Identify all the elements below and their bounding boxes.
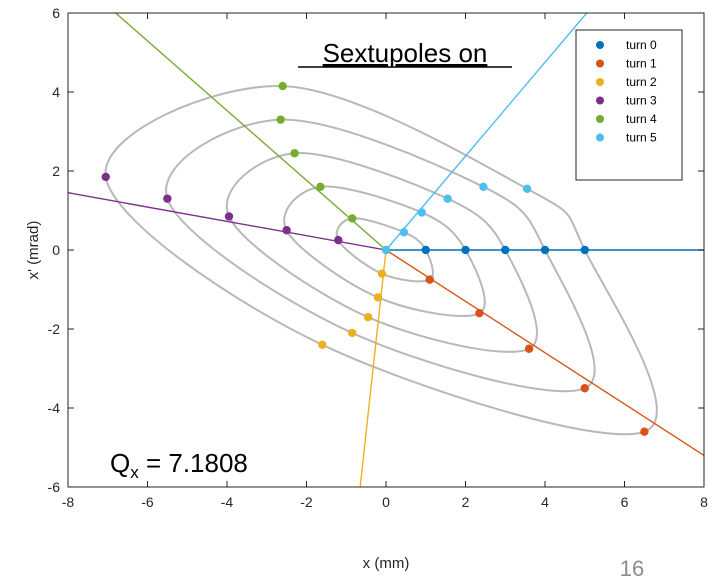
sextupoles-annotation: Sextupoles on — [323, 38, 488, 68]
turn-4-point-5 — [278, 81, 287, 91]
turn-0-point-1 — [421, 245, 430, 255]
legend-marker-turn-1 — [596, 59, 604, 68]
x-tick-label--6: -6 — [141, 494, 154, 510]
origin-point — [381, 245, 391, 255]
turn-1-point-1 — [425, 275, 434, 284]
turn-5-point-4 — [479, 182, 488, 191]
y-axis-label: x' (mrad) — [25, 221, 42, 280]
turn-3-point-4 — [163, 194, 172, 203]
tune-value: = 7.1808 — [139, 448, 248, 478]
y-tick-label--2: -2 — [48, 321, 61, 337]
y-tick-label-2: 2 — [52, 163, 60, 179]
turn-0-point-3 — [501, 245, 510, 255]
legend-label-turn-1: turn 1 — [626, 57, 657, 71]
turn-4-line — [115, 13, 387, 251]
legend-marker-turn-4 — [596, 115, 604, 123]
x-tick-label--4: -4 — [221, 494, 234, 510]
x-tick-label--8: -8 — [62, 494, 75, 510]
legend-label-turn-4: turn 4 — [626, 112, 657, 126]
turn-0-point-5 — [580, 245, 589, 255]
legend-marker-turn-5 — [596, 133, 604, 142]
turn-3-point-2 — [282, 226, 291, 235]
turn-5-point-1 — [399, 228, 409, 237]
turn-4-point-2 — [316, 182, 325, 191]
turn-3-point-5 — [101, 172, 110, 182]
turn-4-point-4 — [276, 115, 285, 124]
x-tick-label-4: 4 — [541, 494, 549, 510]
turn-3-line — [68, 192, 387, 251]
slide-page-number: 16 — [620, 556, 644, 578]
turn-5-point-2 — [417, 208, 426, 217]
turn-5-point-3 — [443, 194, 452, 203]
turn-3-point-1 — [334, 235, 343, 245]
turn-0-point-2 — [461, 245, 470, 255]
legend: turn 0 turn 1 turn 2 turn 3 turn 4 turn 5 — [575, 29, 683, 181]
turn-2-point-2 — [373, 293, 383, 302]
turn-2-point-5 — [318, 340, 327, 349]
x-tick-label-6: 6 — [621, 494, 629, 510]
y-tick-label-0: 0 — [52, 242, 60, 258]
legend-label-turn-0: turn 0 — [626, 38, 657, 52]
turn-0-point-4 — [540, 245, 550, 255]
turn-2-point-1 — [377, 269, 387, 278]
legend-box — [575, 29, 683, 181]
x-axis-label: x (mm) — [363, 555, 410, 572]
legend-marker-turn-0 — [596, 41, 604, 49]
turn-points-group — [101, 81, 649, 436]
legend-marker-turn-2 — [596, 78, 604, 86]
x-tick-label-0: 0 — [382, 494, 390, 510]
turn-1-point-2 — [475, 309, 484, 318]
tune-annotation: Qx = 7.1808 — [110, 448, 248, 482]
y-tick-label--4: -4 — [48, 400, 61, 416]
x-tick-label-8: 8 — [700, 494, 708, 510]
y-tick-label-4: 4 — [52, 84, 60, 100]
turn-2-point-3 — [363, 312, 373, 322]
legend-marker-turn-3 — [596, 96, 604, 105]
legend-label-turn-5: turn 5 — [626, 131, 657, 145]
turn-4-point-1 — [348, 214, 357, 223]
turn-1-line — [385, 249, 704, 456]
turn-3-point-3 — [224, 212, 234, 221]
tune-symbol: Q — [110, 448, 130, 478]
turn-2-point-4 — [348, 328, 357, 338]
x-tick-label--2: -2 — [300, 494, 313, 510]
turn-5-point-5 — [522, 184, 532, 193]
y-tick-label--6: -6 — [48, 479, 61, 495]
turn-1-point-5 — [640, 427, 649, 436]
turn-4-point-3 — [290, 149, 299, 158]
tune-subscript: x — [130, 463, 139, 482]
y-tick-label-6: 6 — [52, 5, 60, 21]
legend-label-turn-3: turn 3 — [626, 94, 657, 108]
turn-2-line — [359, 249, 387, 487]
legend-label-turn-2: turn 2 — [626, 75, 657, 89]
turn-1-point-4 — [580, 384, 589, 393]
turn-1-point-3 — [524, 344, 534, 353]
x-tick-label-2: 2 — [462, 494, 470, 510]
